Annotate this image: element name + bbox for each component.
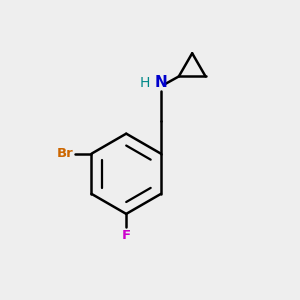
Text: N: N bbox=[154, 75, 167, 90]
Text: H: H bbox=[140, 76, 150, 90]
Text: Br: Br bbox=[57, 147, 74, 160]
Text: F: F bbox=[122, 229, 131, 242]
